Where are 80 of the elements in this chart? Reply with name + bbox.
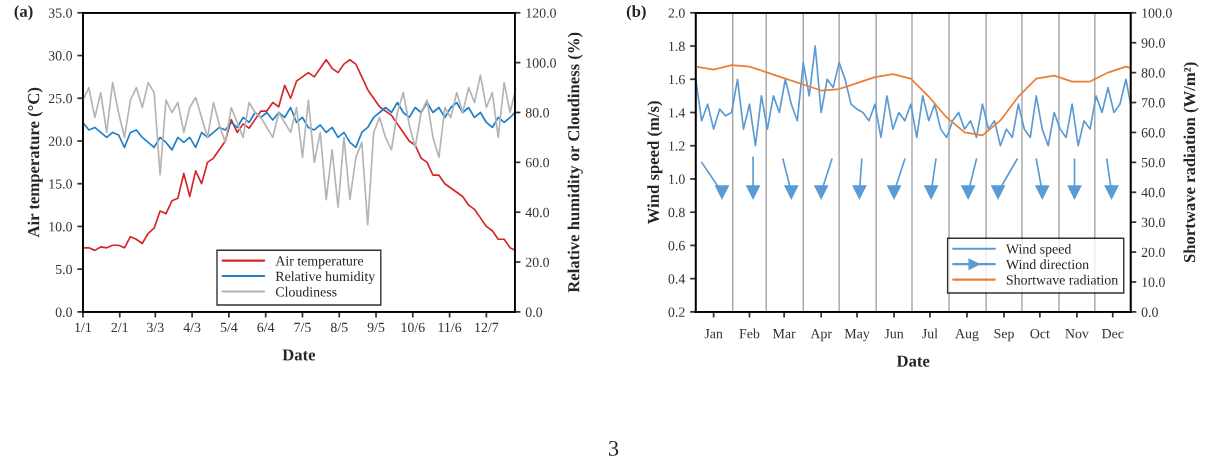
y2-tick-label: 100.0 [1142, 8, 1172, 18]
y-tick-label: 0.4 [668, 274, 686, 284]
y-tick-label: 0.0 [55, 307, 72, 317]
y2-tick-label: 90.0 [1141, 38, 1165, 48]
x-axis-title: Date [896, 355, 930, 367]
x-tick-label: 2/1 [111, 322, 128, 333]
x-tick-label: Jun [884, 329, 904, 339]
legend-label: Shortwave radiation [1006, 274, 1118, 285]
x-tick-label: May [844, 329, 870, 342]
x-tick-label: 3/3 [147, 322, 164, 333]
legend-label: Relative humidity [275, 271, 376, 284]
legend-label: Air temperature [275, 256, 364, 269]
y-tick-label: 25.0 [48, 93, 72, 104]
y-axis-title: Air temperature (°C) [27, 87, 43, 238]
text: 3 [609, 440, 619, 456]
y2-tick-label: 30.0 [1141, 217, 1165, 228]
y2-tick-label: 40.0 [525, 207, 550, 218]
y-tick-label: 1.2 [669, 141, 685, 151]
x-tick-label: Dec [1101, 329, 1124, 339]
legend-label: Cloudiness [275, 286, 337, 297]
x-tick-label: Apr [810, 329, 832, 342]
legend-label: Wind speed [1005, 243, 1072, 257]
y-tick-label: 1.6 [669, 74, 685, 85]
y2-tick-label: 120.0 [526, 8, 556, 18]
y-tick-label: 1.8 [669, 41, 685, 52]
line-series [695, 64, 1131, 137]
x-axis-title: Date [282, 349, 316, 361]
y2-tick-label: 80.0 [525, 108, 550, 118]
y-tick-label: 1.0 [669, 174, 685, 184]
y2-tick-label: 60.0 [525, 157, 550, 168]
y-tick-label: 0.8 [668, 207, 685, 218]
x-tick-label: 7/5 [294, 322, 311, 333]
y-tick-label: 0.2 [668, 307, 685, 317]
y2-axis-title: Shortwave radiation (W/m²) [1183, 62, 1199, 263]
y2-tick-label: 60.0 [1141, 128, 1165, 138]
x-tick-label: Aug [955, 328, 979, 342]
x-tick-label: 6/4 [257, 322, 275, 333]
x-tick-label: 4/3 [183, 322, 201, 333]
y2-tick-label: 20.0 [525, 257, 550, 268]
x-tick-label: 10/6 [401, 322, 425, 333]
y-tick-label: 0.6 [668, 241, 685, 251]
x-tick-label: 11/6 [438, 322, 462, 333]
y-tick-label: 20.0 [48, 136, 72, 146]
y-tick-label: 15.0 [49, 179, 72, 189]
y-axis-title: Wind speed (m/s) [647, 101, 663, 225]
y-tick-label: 35.0 [48, 8, 72, 18]
y-tick-label: 30.0 [48, 51, 72, 61]
y2-tick-label: 10.0 [1142, 277, 1165, 287]
y2-tick-label: 0.0 [525, 307, 543, 317]
x-tick-label: 5/4 [220, 322, 238, 333]
legend-label: Wind direction [1005, 259, 1089, 270]
y2-tick-label: 70.0 [1142, 98, 1165, 108]
chart-title: (a) [14, 5, 33, 21]
y2-tick-label: 40.0 [1141, 187, 1165, 198]
x-tick-label: Jul [922, 328, 938, 339]
y2-tick-label: 100.0 [526, 58, 556, 68]
x-tick-label: 8/5 [330, 322, 348, 333]
line-series [82, 74, 515, 226]
y2-tick-label: 50.0 [1141, 157, 1165, 168]
y-tick-label: 2.0 [668, 8, 685, 18]
y-tick-label: 5.0 [55, 264, 72, 275]
x-tick-label: Sep [994, 329, 1014, 342]
y2-tick-label: 80.0 [1141, 68, 1165, 78]
y2-axis-title: Relative humidity or Cloudiness (%) [567, 32, 583, 293]
x-tick-label: 1/1 [75, 322, 91, 333]
line-series [82, 101, 515, 151]
x-tick-label: Nov [1065, 329, 1089, 339]
y2-tick-label: 0.0 [1141, 307, 1158, 317]
x-tick-label: Feb [739, 328, 760, 339]
x-tick-label: 12/7 [475, 322, 499, 333]
y-tick-label: 1.4 [669, 108, 686, 118]
line-series [695, 45, 1131, 147]
y-tick-label: 10.0 [49, 222, 72, 232]
y2-tick-label: 20.0 [1141, 247, 1165, 258]
chart-title: (b) [626, 5, 646, 21]
x-tick-label: Oct [1030, 329, 1050, 339]
x-tick-label: 9/5 [367, 322, 385, 333]
x-tick-label: Jan [704, 329, 723, 339]
x-tick-label: Mar [772, 329, 796, 339]
line-series [82, 58, 515, 252]
